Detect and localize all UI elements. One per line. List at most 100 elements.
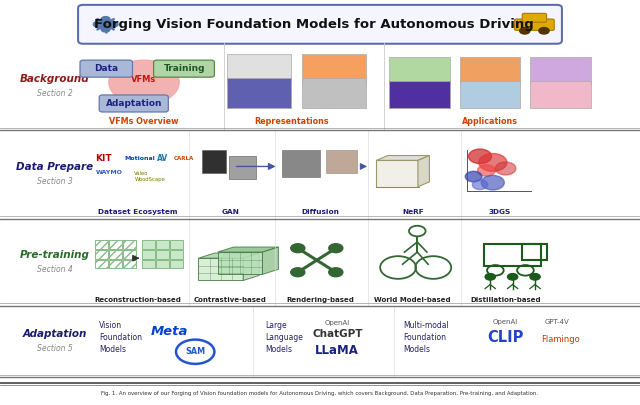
Polygon shape bbox=[198, 253, 259, 258]
Circle shape bbox=[101, 17, 110, 22]
Text: Meta: Meta bbox=[151, 325, 188, 338]
Bar bbox=[156, 250, 169, 258]
Bar bbox=[227, 54, 291, 85]
Bar bbox=[229, 156, 256, 179]
Text: OpenAI: OpenAI bbox=[324, 320, 350, 326]
Text: Rendering-based: Rendering-based bbox=[286, 296, 354, 303]
Polygon shape bbox=[376, 156, 429, 160]
Text: Distillation-based: Distillation-based bbox=[470, 296, 541, 303]
Circle shape bbox=[93, 21, 102, 27]
Text: Adaptation: Adaptation bbox=[106, 99, 162, 108]
Text: Data: Data bbox=[94, 64, 118, 73]
Circle shape bbox=[508, 273, 518, 280]
FancyBboxPatch shape bbox=[154, 60, 214, 77]
Text: VFMs Overview: VFMs Overview bbox=[109, 117, 179, 126]
Text: Large
Language
Models: Large Language Models bbox=[266, 321, 303, 354]
Circle shape bbox=[485, 273, 495, 280]
Text: Pre-training: Pre-training bbox=[19, 250, 90, 260]
Text: Vision
Foundation
Models: Vision Foundation Models bbox=[99, 321, 142, 354]
Bar bbox=[302, 54, 366, 85]
Text: AV: AV bbox=[157, 154, 168, 163]
Bar bbox=[123, 250, 136, 258]
Text: Data Prepare: Data Prepare bbox=[16, 162, 93, 172]
Text: CLIP: CLIP bbox=[488, 330, 524, 345]
FancyBboxPatch shape bbox=[78, 5, 562, 44]
Circle shape bbox=[468, 149, 492, 164]
Bar bbox=[522, 244, 547, 260]
Polygon shape bbox=[218, 252, 262, 275]
Text: WAYMO: WAYMO bbox=[96, 170, 123, 175]
Bar bbox=[530, 57, 591, 85]
Circle shape bbox=[539, 28, 549, 34]
FancyBboxPatch shape bbox=[515, 19, 554, 30]
Bar bbox=[460, 81, 520, 108]
Text: Section 4: Section 4 bbox=[36, 265, 72, 274]
Text: Adaptation: Adaptation bbox=[22, 329, 86, 339]
Bar bbox=[170, 250, 183, 258]
Text: CARLA: CARLA bbox=[174, 156, 195, 161]
Bar bbox=[142, 260, 155, 269]
Text: VFMs: VFMs bbox=[131, 75, 157, 84]
Text: Dataset Ecosystem: Dataset Ecosystem bbox=[98, 209, 177, 215]
Bar bbox=[109, 260, 122, 269]
Polygon shape bbox=[376, 160, 418, 187]
Text: Diffusion: Diffusion bbox=[301, 209, 339, 215]
Text: World Model-based: World Model-based bbox=[374, 296, 451, 303]
Circle shape bbox=[109, 21, 118, 27]
Text: LLaMA: LLaMA bbox=[316, 344, 359, 357]
Polygon shape bbox=[243, 253, 259, 280]
Polygon shape bbox=[262, 247, 278, 275]
Circle shape bbox=[477, 165, 495, 176]
Text: NeRF: NeRF bbox=[402, 209, 424, 215]
Text: GPT-4V: GPT-4V bbox=[545, 319, 569, 325]
Text: KIT: KIT bbox=[95, 154, 111, 163]
Polygon shape bbox=[218, 247, 278, 252]
Circle shape bbox=[109, 60, 179, 104]
Text: Training: Training bbox=[164, 64, 205, 73]
Polygon shape bbox=[418, 156, 429, 187]
Text: Section 2: Section 2 bbox=[36, 89, 72, 98]
Bar bbox=[142, 250, 155, 258]
Bar bbox=[170, 260, 183, 269]
Bar bbox=[156, 260, 169, 269]
Bar bbox=[123, 260, 136, 269]
Bar bbox=[460, 57, 520, 85]
Text: Applications: Applications bbox=[461, 117, 518, 126]
Text: 3DGS: 3DGS bbox=[488, 209, 510, 215]
Bar bbox=[95, 260, 108, 269]
Bar bbox=[530, 81, 591, 108]
Bar bbox=[156, 241, 169, 249]
Text: Forging Vision Foundation Models for Autonomous Driving: Forging Vision Foundation Models for Aut… bbox=[93, 18, 534, 31]
Circle shape bbox=[329, 268, 343, 277]
Circle shape bbox=[479, 153, 507, 171]
Bar bbox=[227, 78, 291, 108]
Text: Motional: Motional bbox=[125, 156, 156, 161]
Bar bbox=[389, 57, 450, 85]
Text: ChatGPT: ChatGPT bbox=[312, 329, 362, 339]
Bar bbox=[95, 250, 108, 258]
Text: Background: Background bbox=[20, 74, 89, 84]
Circle shape bbox=[291, 244, 305, 253]
Text: OpenAI: OpenAI bbox=[493, 319, 518, 325]
FancyBboxPatch shape bbox=[80, 60, 132, 77]
Circle shape bbox=[329, 244, 343, 253]
Circle shape bbox=[495, 162, 516, 175]
Bar bbox=[142, 241, 155, 249]
Text: SAM: SAM bbox=[185, 347, 205, 356]
Circle shape bbox=[520, 28, 530, 34]
Bar bbox=[302, 78, 366, 108]
Polygon shape bbox=[198, 258, 243, 280]
Text: Multi-modal
Foundation
Models: Multi-modal Foundation Models bbox=[403, 321, 449, 354]
Bar bbox=[326, 150, 357, 173]
Circle shape bbox=[530, 273, 540, 280]
Text: Fig. 1. An overview of our Forging of Vision foundation models for Autonomous Dr: Fig. 1. An overview of our Forging of Vi… bbox=[101, 391, 539, 396]
FancyBboxPatch shape bbox=[99, 95, 168, 112]
Text: Section 5: Section 5 bbox=[36, 344, 72, 354]
Bar bbox=[202, 150, 226, 173]
Circle shape bbox=[472, 180, 488, 190]
Text: Section 3: Section 3 bbox=[36, 177, 72, 186]
Circle shape bbox=[291, 268, 305, 277]
Text: Representations: Representations bbox=[254, 117, 328, 126]
Bar bbox=[389, 81, 450, 108]
Text: GAN: GAN bbox=[221, 209, 239, 215]
